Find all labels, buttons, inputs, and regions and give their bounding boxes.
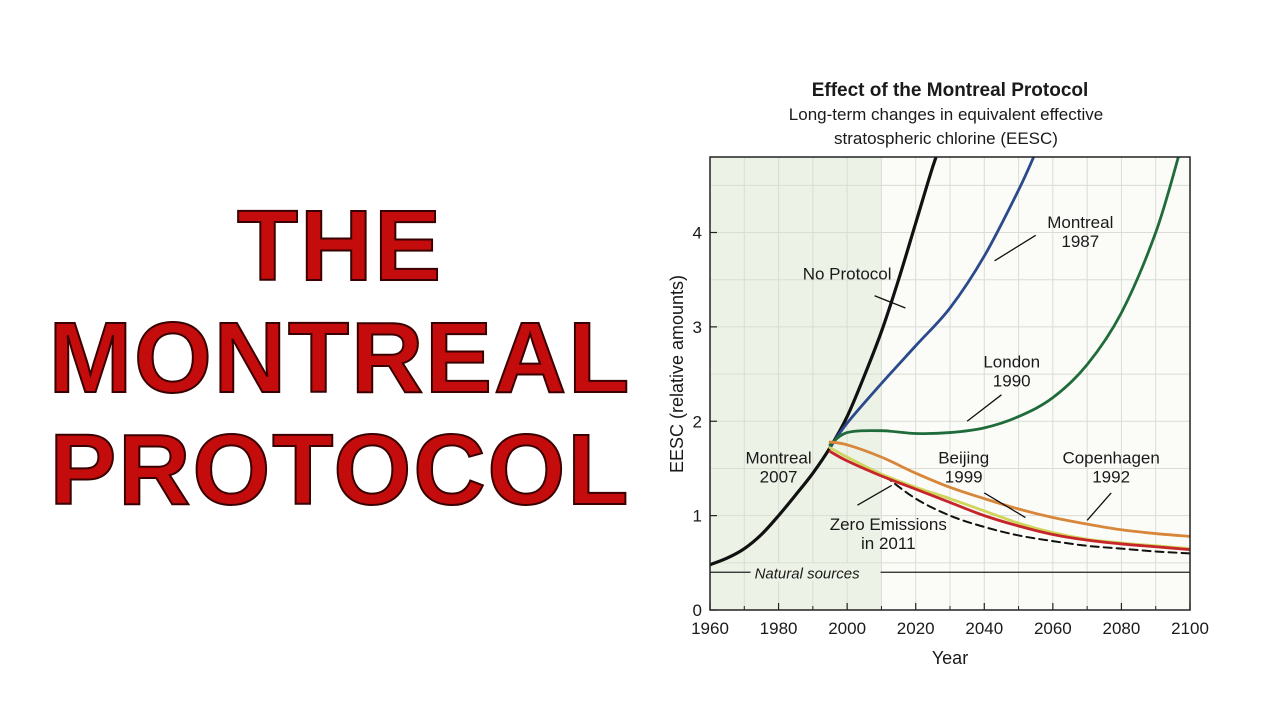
- series-line-zero-emissions: [883, 474, 1190, 555]
- series-line-copenhagen-1992: [828, 440, 1190, 538]
- annotation-line: Zero Emissions: [830, 515, 947, 534]
- headline: THE MONTREAL PROTOCOL: [20, 189, 660, 527]
- y-tick-label: 0: [693, 601, 702, 620]
- chart-title: Effect of the Montreal Protocol: [812, 80, 1089, 101]
- annotation-leader-copenhagen-1992: [1086, 492, 1112, 521]
- x-tick-label: 2000: [828, 619, 866, 638]
- y-tick-label: 3: [693, 318, 702, 337]
- y-tick-label: 1: [693, 507, 702, 526]
- x-tick-label: 2080: [1103, 619, 1141, 638]
- y-tick-label: 2: [693, 412, 702, 431]
- annotation-line: 1999: [945, 468, 983, 487]
- natural-sources-label: Natural sources: [755, 565, 861, 582]
- x-axis-label: Year: [932, 648, 968, 668]
- annotation-leader-montreal-1987: [994, 234, 1037, 262]
- annotation-line: 1987: [1061, 232, 1099, 251]
- plot-frame: [709, 156, 1191, 611]
- x-tick-label: 2040: [965, 619, 1003, 638]
- x-tick-label: 2100: [1171, 619, 1209, 638]
- annotation-leader-london-1990: [966, 394, 1002, 422]
- annotation-leader-beijing-1999: [983, 492, 1026, 519]
- chart-subtitle-line-2: stratospheric chlorine (EESC): [834, 129, 1058, 148]
- headline-line-2: MONTREAL: [48, 301, 632, 415]
- annotation-line: 2007: [760, 468, 798, 487]
- annotation-label-zero-emissions: Zero Emissions in 2011: [830, 515, 947, 553]
- headline-line-1: THE: [236, 189, 443, 303]
- x-tick-label: 2020: [897, 619, 935, 638]
- annotation-line: No Protocol: [803, 265, 892, 284]
- series-group: [710, 157, 1190, 567]
- x-tick-label: 2060: [1034, 619, 1072, 638]
- annotation-line: in 2011: [861, 534, 916, 553]
- series-line-montreal-2007: [828, 450, 1190, 551]
- annotation-line: Copenhagen: [1062, 449, 1159, 468]
- annotation-line: Beijing: [938, 449, 989, 468]
- annotation-line: Montreal: [1047, 213, 1113, 232]
- annotation-label-montreal-2007: Montreal 2007: [746, 449, 812, 487]
- plot-area: 1960 1980 2000 2020 2040 2060 2080 2100 0 1 2 3 4 Nat…: [691, 156, 1209, 638]
- shaded-period: [710, 157, 882, 610]
- annotation-line: 1990: [993, 371, 1031, 390]
- series-line-london-1990: [828, 157, 1180, 447]
- annotation-leader-no-protocol: [874, 295, 906, 309]
- x-tick-label: 1980: [760, 619, 798, 638]
- annotation-label-beijing-1999: Beijing 1999: [938, 449, 989, 487]
- annotation-label-montreal-1987: Montreal 1987: [1047, 213, 1113, 251]
- series-line-montreal-1987: [828, 157, 1036, 450]
- annotation-label-london-1990: London 1990: [983, 352, 1040, 390]
- headline-line-3: PROTOCOL: [49, 413, 631, 527]
- chart-subtitle-line-1: Long-term changes in equivalent effectiv…: [789, 105, 1103, 124]
- y-axis-label: EESC (relative amounts): [667, 275, 687, 473]
- annotation-line: 1992: [1092, 468, 1130, 487]
- annotation-label-copenhagen-1992: Copenhagen 1992: [1062, 449, 1159, 487]
- annotation-line: Montreal: [746, 449, 812, 468]
- annotation-leader-zero-emissions: [857, 484, 893, 506]
- y-tick-label: 4: [693, 224, 702, 243]
- annotation-line: London: [983, 352, 1040, 371]
- x-tick-label: 1960: [691, 619, 729, 638]
- annotation-label-no-protocol: No Protocol: [803, 265, 892, 284]
- natural-sources-label-bg: [750, 563, 881, 582]
